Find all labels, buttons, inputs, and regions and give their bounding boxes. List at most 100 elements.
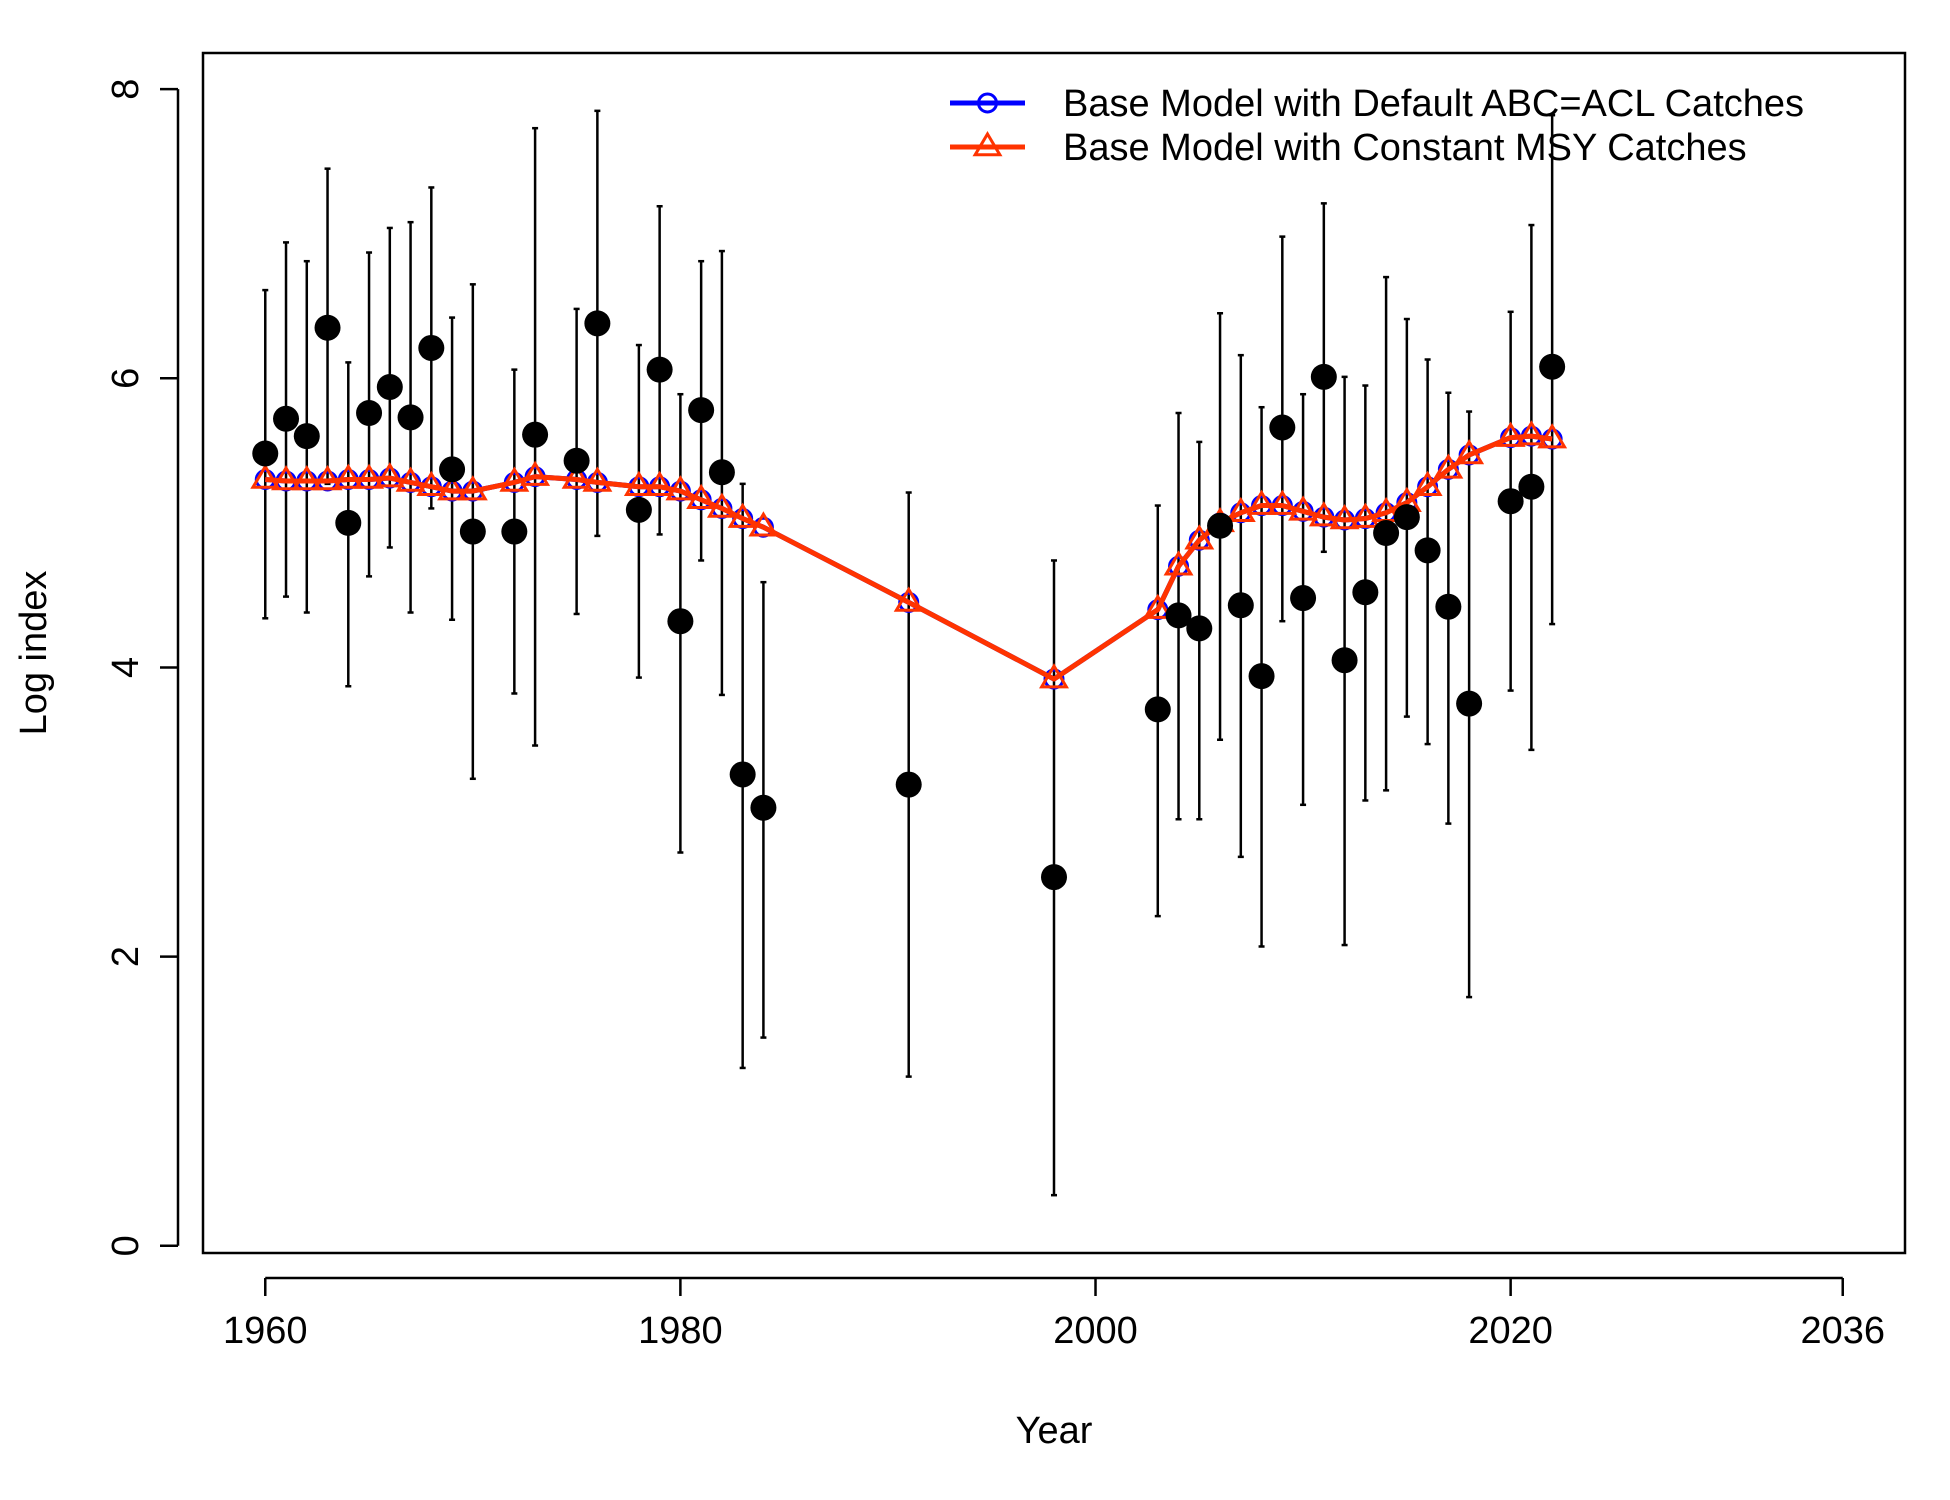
series-point — [1433, 453, 1464, 479]
legend-marker — [977, 92, 998, 114]
observed-point — [1352, 579, 1379, 606]
series-point — [457, 475, 488, 501]
observed-point — [314, 314, 341, 341]
series-point — [520, 460, 551, 486]
observed-point — [252, 440, 279, 467]
series-point — [395, 466, 426, 492]
observed-point — [1041, 864, 1067, 891]
observed-point — [1497, 488, 1524, 515]
error-bars — [262, 109, 1556, 1197]
x-tick-label: 2020 — [1468, 1310, 1553, 1352]
observed-point — [1310, 363, 1337, 390]
observed-point — [1165, 602, 1192, 629]
series-layer — [250, 420, 1568, 690]
observed-point — [1414, 537, 1441, 564]
observed-point — [667, 608, 694, 635]
series-point — [1246, 489, 1277, 515]
observed-point — [688, 397, 715, 424]
observed-point — [1269, 414, 1296, 441]
observed-point — [1331, 647, 1358, 674]
observed-point — [625, 496, 652, 523]
series-point — [312, 465, 343, 491]
series-point — [1039, 663, 1069, 689]
series-point — [1225, 496, 1256, 523]
series-point — [1142, 593, 1173, 619]
plot-frame — [201, 51, 1907, 1255]
observed-point — [708, 459, 735, 486]
legend: Base Model with Default ABC=ACL CatchesB… — [950, 83, 1804, 169]
series-point — [291, 465, 322, 491]
series-line — [265, 433, 1553, 682]
observed-point — [1518, 473, 1545, 500]
y-tick-label: 6 — [105, 368, 147, 389]
y-tick-label: 0 — [105, 1235, 147, 1256]
observed-point — [397, 404, 424, 431]
series-point — [1329, 504, 1360, 530]
series-point — [354, 463, 385, 489]
series-point — [1516, 420, 1547, 446]
x-tick-label: 1980 — [638, 1310, 723, 1352]
series-point — [1308, 501, 1339, 527]
series-point — [1537, 423, 1568, 449]
legend-marker — [972, 131, 1003, 157]
observed-point — [584, 310, 611, 337]
observed-point — [1435, 593, 1462, 620]
series-point — [623, 470, 654, 497]
observed-point — [1207, 512, 1234, 539]
observed-point — [1227, 592, 1254, 619]
observed-points — [252, 310, 1566, 891]
y-axis: 0 2 4 6 8 — [105, 79, 180, 1256]
series-point — [1412, 470, 1443, 497]
observed-point — [522, 421, 549, 448]
observed-point — [1393, 504, 1420, 531]
y-tick-label: 2 — [105, 946, 147, 967]
observed-point — [1373, 520, 1400, 546]
observed-point — [439, 456, 466, 483]
x-tick-label: 2036 — [1800, 1310, 1885, 1352]
observed-point — [293, 423, 320, 450]
observed-point — [1248, 663, 1275, 690]
series-2 — [250, 420, 1568, 689]
x-axis: 1960 1980 2000 2020 2036 — [223, 1276, 1885, 1352]
series-point — [665, 475, 696, 501]
series-point — [644, 470, 675, 497]
observed-point — [646, 356, 673, 383]
series-point — [748, 511, 779, 537]
y-tick-label: 8 — [105, 79, 147, 100]
observed-point — [335, 509, 362, 536]
observed-point — [501, 518, 528, 545]
series-point — [706, 492, 737, 518]
x-tick-label: 2000 — [1053, 1310, 1138, 1352]
series-point — [374, 462, 405, 488]
observed-point — [1456, 690, 1483, 717]
series-point — [1350, 502, 1381, 528]
legend-label: Base Model with Constant MSY Catches — [1063, 127, 1747, 169]
observed-point — [376, 373, 403, 400]
observed-point — [1186, 615, 1213, 642]
x-tick-label: 1960 — [223, 1310, 308, 1352]
series-point — [1495, 421, 1526, 447]
series-point — [1267, 489, 1298, 515]
y-tick-label: 4 — [105, 657, 147, 678]
series-point — [1184, 524, 1215, 550]
series-point — [561, 463, 592, 489]
series-point — [333, 463, 364, 489]
legend-label: Base Model with Default ABC=ACL Catches — [1063, 83, 1804, 125]
series-point — [1288, 495, 1319, 521]
series-point — [582, 466, 613, 492]
series-point — [727, 502, 758, 528]
series-point — [499, 466, 530, 492]
observed-point — [1539, 353, 1566, 380]
observed-point — [563, 447, 590, 474]
observed-point — [273, 405, 300, 432]
observed-point — [895, 771, 922, 798]
observed-point — [729, 761, 756, 788]
series-point — [686, 483, 717, 510]
x-axis-title: Year — [1016, 1410, 1093, 1452]
observed-point — [356, 400, 383, 426]
series-point — [271, 465, 302, 491]
observed-point — [459, 518, 486, 545]
observed-point — [750, 794, 777, 821]
series-point — [1454, 438, 1485, 465]
